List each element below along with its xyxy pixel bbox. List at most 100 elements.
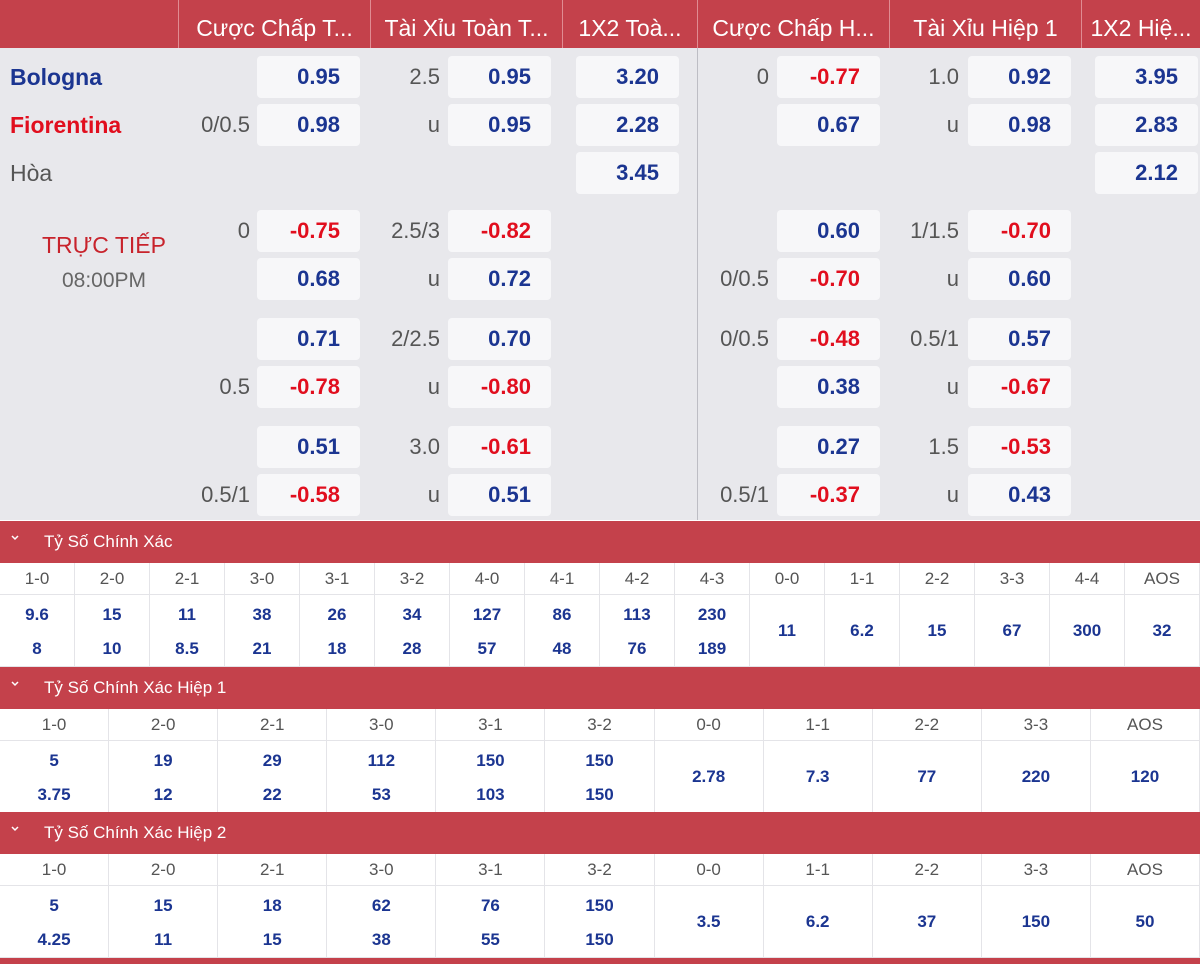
- odds-cell[interactable]: -0.37: [777, 474, 880, 516]
- score-odds-away[interactable]: 189: [697, 639, 727, 658]
- score-odds-home[interactable]: 112: [367, 751, 396, 770]
- score-odds-cell[interactable]: 6.2: [825, 595, 900, 666]
- score-odds-cell[interactable]: 11: [750, 595, 825, 666]
- score-odds-cell[interactable]: 86 48: [525, 595, 600, 666]
- score-odds-cell[interactable]: 62 38: [327, 886, 437, 957]
- correct-score-1h-section-header[interactable]: Tỷ Số Chính Xác Hiệp 1: [0, 667, 1200, 709]
- score-odds-away[interactable]: 55: [480, 930, 500, 949]
- odds-cell[interactable]: -0.48: [777, 318, 880, 360]
- odds-cell[interactable]: 0.57: [968, 318, 1071, 360]
- header-handicap-1h[interactable]: Cược Chấp H...: [697, 0, 889, 48]
- score-odds-value[interactable]: 67: [1002, 621, 1022, 640]
- chevron-down-icon[interactable]: [10, 679, 20, 689]
- score-odds-home[interactable]: 62: [371, 896, 391, 915]
- score-odds-cell[interactable]: 150 103: [436, 741, 546, 812]
- score-odds-away[interactable]: 38: [371, 930, 391, 949]
- score-odds-cell[interactable]: 120: [1091, 741, 1200, 812]
- score-odds-away[interactable]: 53: [371, 785, 391, 804]
- score-odds-value[interactable]: 37: [917, 912, 937, 931]
- score-odds-cell[interactable]: 19 12: [109, 741, 219, 812]
- odds-cell[interactable]: 0.95: [448, 104, 551, 146]
- odds-cell[interactable]: -0.53: [968, 426, 1071, 468]
- score-odds-home[interactable]: 150: [585, 751, 614, 770]
- chevron-down-icon[interactable]: [10, 533, 20, 543]
- odds-cell[interactable]: 0.51: [448, 474, 551, 516]
- score-odds-value[interactable]: 7.3: [805, 767, 830, 786]
- odds-cell[interactable]: 0.72: [448, 258, 551, 300]
- odds-cell[interactable]: 0.95: [257, 56, 360, 98]
- score-odds-cell[interactable]: 15 10: [75, 595, 150, 666]
- odds-cell[interactable]: 0.38: [777, 366, 880, 408]
- header-1x2-ft[interactable]: 1X2 Toà...: [562, 0, 697, 48]
- score-odds-away[interactable]: 150: [585, 785, 614, 804]
- score-odds-value[interactable]: 15: [927, 621, 947, 640]
- score-odds-cell[interactable]: 220: [982, 741, 1091, 812]
- score-odds-cell[interactable]: 50: [1091, 886, 1200, 957]
- header-handicap-ft[interactable]: Cược Chấp T...: [178, 0, 370, 48]
- header-over-under-1h[interactable]: Tài Xỉu Hiệp 1: [889, 0, 1081, 48]
- score-odds-value[interactable]: 50: [1135, 912, 1155, 931]
- score-odds-home[interactable]: 150: [585, 896, 614, 915]
- score-odds-home[interactable]: 26: [327, 605, 347, 624]
- score-odds-home[interactable]: 29: [262, 751, 282, 770]
- score-odds-value[interactable]: 6.2: [850, 621, 874, 640]
- score-odds-home[interactable]: 9.6: [25, 605, 49, 624]
- score-odds-cell[interactable]: 15 11: [109, 886, 219, 957]
- odds-cell[interactable]: 0.43: [968, 474, 1071, 516]
- score-odds-cell[interactable]: 5 3.75: [0, 741, 110, 812]
- score-odds-cell[interactable]: 76 55: [436, 886, 546, 957]
- score-odds-home[interactable]: 15: [153, 896, 173, 915]
- odds-cell[interactable]: -0.58: [257, 474, 360, 516]
- score-odds-away[interactable]: 3.75: [37, 785, 71, 804]
- odds-cell[interactable]: 0.67: [777, 104, 880, 146]
- score-odds-value[interactable]: 11: [778, 621, 796, 640]
- score-odds-cell[interactable]: 32: [1125, 595, 1200, 666]
- score-odds-away[interactable]: 11: [154, 930, 173, 949]
- score-odds-cell[interactable]: 34 28: [375, 595, 450, 666]
- score-odds-home[interactable]: 38: [252, 605, 272, 624]
- odds-cell[interactable]: -0.75: [257, 210, 360, 252]
- score-odds-home[interactable]: 19: [153, 751, 173, 770]
- score-odds-cell[interactable]: 5 4.25: [0, 886, 110, 957]
- score-odds-cell[interactable]: 150 150: [545, 886, 655, 957]
- odds-cell[interactable]: -0.70: [968, 210, 1071, 252]
- odds-cell[interactable]: 3.20: [576, 56, 679, 98]
- score-odds-cell[interactable]: 150: [982, 886, 1091, 957]
- score-odds-cell[interactable]: 18 15: [218, 886, 328, 957]
- score-odds-away[interactable]: 22: [262, 785, 282, 804]
- score-odds-away[interactable]: 12: [153, 785, 173, 804]
- odds-cell[interactable]: 0.27: [777, 426, 880, 468]
- odds-cell[interactable]: 2.12: [1095, 152, 1198, 194]
- odds-cell[interactable]: 0.92: [968, 56, 1071, 98]
- score-odds-away[interactable]: 21: [252, 639, 272, 658]
- score-odds-away[interactable]: 57: [477, 639, 497, 658]
- score-odds-cell[interactable]: 7.3: [764, 741, 873, 812]
- score-odds-cell[interactable]: 26 18: [300, 595, 375, 666]
- odds-cell[interactable]: -0.70: [777, 258, 880, 300]
- score-odds-away[interactable]: 10: [102, 639, 122, 658]
- score-odds-cell[interactable]: 15: [900, 595, 975, 666]
- score-odds-home[interactable]: 76: [480, 896, 500, 915]
- correct-score-2h-section-header[interactable]: Tỷ Số Chính Xác Hiệp 2: [0, 812, 1200, 854]
- odds-cell[interactable]: 0.51: [257, 426, 360, 468]
- score-odds-value[interactable]: 77: [917, 767, 937, 786]
- score-odds-cell[interactable]: 3.5: [655, 886, 764, 957]
- score-odds-away[interactable]: 8.5: [175, 639, 199, 658]
- odds-cell[interactable]: 0.98: [968, 104, 1071, 146]
- score-odds-home[interactable]: 34: [402, 605, 422, 624]
- odds-cell[interactable]: 2.28: [576, 104, 679, 146]
- score-odds-away[interactable]: 150: [585, 930, 614, 949]
- correct-score-section-header[interactable]: Tỷ Số Chính Xác: [0, 521, 1200, 563]
- odds-cell[interactable]: 3.95: [1095, 56, 1198, 98]
- score-odds-cell[interactable]: 11 8.5: [150, 595, 225, 666]
- score-odds-cell[interactable]: 2.78: [655, 741, 764, 812]
- odds-cell[interactable]: 3.45: [576, 152, 679, 194]
- header-1x2-1h[interactable]: 1X2 Hiệ...: [1081, 0, 1200, 48]
- score-odds-away[interactable]: 103: [476, 785, 505, 804]
- odds-cell[interactable]: -0.67: [968, 366, 1071, 408]
- score-odds-away[interactable]: 18: [327, 639, 347, 658]
- score-odds-cell[interactable]: 9.6 8: [0, 595, 75, 666]
- odds-cell[interactable]: 0.70: [448, 318, 551, 360]
- score-odds-home[interactable]: 5: [49, 751, 59, 770]
- score-odds-cell[interactable]: 6.2: [764, 886, 873, 957]
